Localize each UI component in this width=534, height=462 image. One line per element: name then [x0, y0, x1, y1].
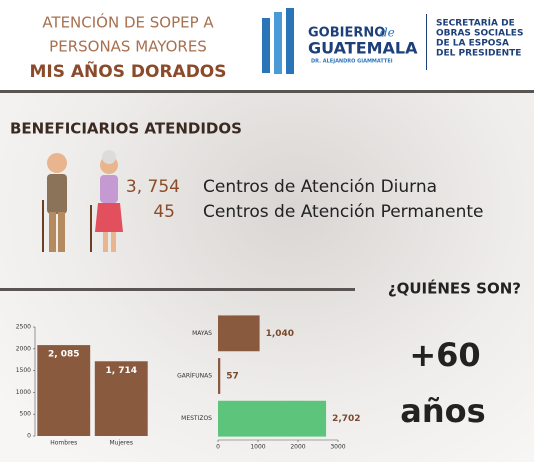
y-tick-label: 2000	[16, 345, 31, 352]
x-tick-label: Mujeres	[110, 440, 134, 447]
count-label: Centros de Atención Diurna	[203, 177, 437, 197]
leg	[103, 232, 108, 252]
bar	[94, 361, 148, 436]
body	[100, 175, 118, 203]
cane	[90, 205, 92, 252]
leg	[49, 212, 56, 252]
x-tick-label: Hombres	[50, 440, 77, 447]
logo-secretaria: OBRAS SOCIALES	[436, 29, 523, 39]
head	[47, 153, 67, 173]
divider	[0, 288, 355, 291]
skirt	[95, 203, 123, 232]
logo-tagline: DR. ALEJANDRO GIAMMATTEI	[311, 59, 393, 65]
title-line: ATENCIÓN DE SOPEP A	[42, 13, 214, 32]
subtitle: MIS AÑOS DORADOS	[29, 59, 226, 82]
value-label: 2,702	[332, 414, 360, 424]
y-tick-label: 1500	[16, 367, 31, 374]
logo-text: GOBIERNO	[308, 26, 385, 41]
bar	[37, 345, 91, 436]
count: 45	[153, 202, 175, 222]
y-tick-label: 0	[27, 433, 31, 440]
logo: GOBIERNO de GUATEMALA DR. ALEJANDRO GIAM…	[262, 8, 523, 74]
count-label: Centros de Atención Permanente	[203, 202, 483, 222]
age: +60	[409, 336, 480, 374]
section-heading: ¿QUIÉNES SON?	[388, 279, 521, 298]
x-tick-label: 1000	[250, 444, 265, 451]
y-tick-label: 2500	[16, 324, 31, 331]
value-label: 2, 085	[48, 350, 80, 360]
count: 3, 754	[126, 177, 180, 197]
logo-bar	[286, 8, 294, 74]
divider	[0, 90, 534, 93]
logo-separator	[426, 14, 427, 70]
body	[47, 174, 67, 214]
y-tick-label: 1000	[16, 389, 31, 396]
logo-secretaria: DEL PRESIDENTE	[436, 49, 521, 59]
leg	[58, 212, 65, 252]
y-tick-label: MAYAS	[192, 330, 212, 337]
title-line: PERSONAS MAYORES	[49, 38, 207, 56]
logo-secretaria: DE LA ESPOSA	[436, 39, 509, 49]
logo-text: de	[380, 26, 395, 40]
value-label: 1,040	[266, 329, 294, 339]
x-tick-label: 0	[216, 444, 220, 451]
bar	[218, 315, 260, 352]
hair	[102, 150, 116, 164]
logo-text: GUATEMALA	[308, 39, 418, 58]
y-tick-label: MESTIZOS	[181, 415, 212, 422]
section-heading: BENEFICIARIOS ATENDIDOS	[10, 120, 242, 138]
value-label: 57	[226, 372, 239, 382]
y-tick-label: GARÍFUNAS	[177, 373, 212, 380]
logo-bar	[262, 18, 270, 73]
value-label: 1, 714	[105, 366, 137, 376]
age-unit: años	[400, 392, 485, 430]
leg	[111, 232, 116, 252]
y-tick-label: 500	[20, 411, 32, 418]
x-tick-label: 2000	[290, 444, 305, 451]
x-tick-label: 3000	[330, 444, 345, 451]
elderly-couple	[42, 150, 123, 252]
logo-secretaria: SECRETARÍA DE	[436, 17, 515, 29]
cane	[42, 200, 44, 252]
bar	[218, 358, 221, 394]
bar	[218, 400, 327, 437]
logo-bar	[274, 12, 282, 74]
